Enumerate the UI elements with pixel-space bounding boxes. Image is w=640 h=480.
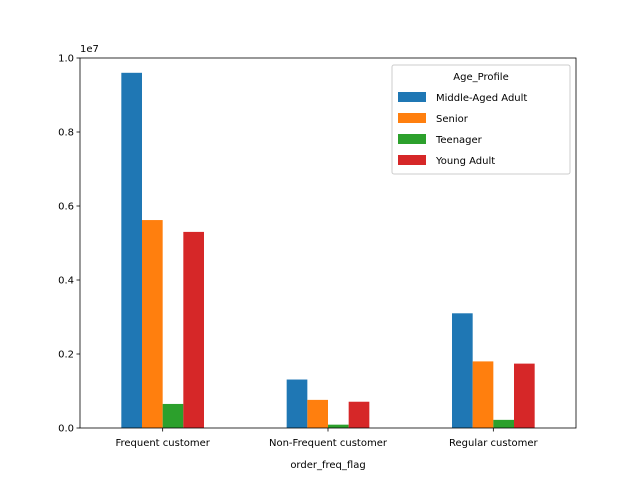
bar	[142, 220, 163, 428]
bar	[472, 361, 494, 428]
x-tick-label: Frequent customer	[115, 438, 210, 449]
y-axis-ticks: 0.0 0.2 0.4 0.6 0.8 1.0	[58, 54, 80, 435]
bar	[493, 419, 514, 428]
bar	[452, 313, 473, 428]
bar	[348, 401, 370, 428]
bar	[121, 72, 142, 429]
bar	[307, 399, 328, 428]
legend-swatch	[398, 155, 426, 165]
y-tick-label: 0.0	[58, 424, 74, 435]
legend: Age_Profile Middle-Aged Adult Senior Teena…	[391, 64, 571, 175]
legend-label: Teenager	[435, 135, 483, 146]
bar	[162, 403, 184, 428]
legend-label: Young Adult	[435, 156, 495, 167]
y-offset-label: 1e7	[80, 44, 99, 55]
legend-title: Age_Profile	[453, 72, 508, 83]
y-tick-label: 0.8	[58, 128, 74, 139]
bar	[183, 231, 204, 428]
legend-swatch	[398, 113, 426, 123]
legend-swatch	[398, 134, 426, 144]
x-axis-ticks: Frequent customer Non-Frequent customer Re…	[115, 428, 539, 449]
x-axis-label: order_freq_flag	[290, 460, 365, 471]
bar	[514, 363, 535, 428]
bar	[328, 424, 349, 428]
x-tick-label: Regular customer	[449, 438, 539, 449]
legend-swatch	[398, 92, 426, 102]
legend-box	[391, 64, 571, 175]
y-tick-label: 0.2	[58, 350, 74, 361]
plot-frame	[79, 57, 577, 429]
bar	[286, 379, 308, 428]
y-tick-label: 0.6	[58, 202, 74, 213]
y-tick-label: 0.4	[58, 276, 74, 287]
legend-label: Senior	[436, 114, 469, 125]
legend-label: Middle-Aged Adult	[436, 93, 527, 104]
x-tick-label: Non-Frequent customer	[269, 438, 388, 449]
y-tick-label: 1.0	[58, 54, 74, 65]
bars-group	[121, 72, 535, 429]
legend-items: Middle-Aged Adult Senior Teenager Young Adu…	[398, 92, 527, 167]
